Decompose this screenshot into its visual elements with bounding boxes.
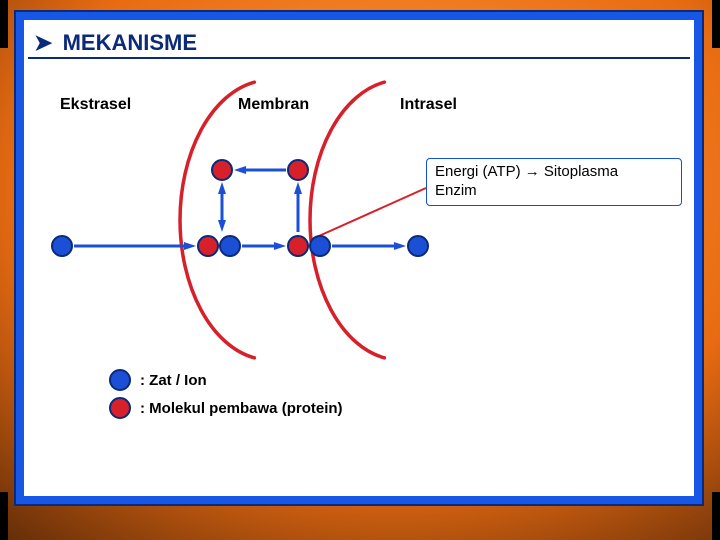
- dot-blue_int: [408, 236, 428, 256]
- legend-row-blue: : Zat / Ion: [110, 370, 207, 390]
- legend-dot-blue: [110, 370, 130, 390]
- legend-label-blue: : Zat / Ion: [140, 372, 207, 389]
- dot-blue_ext: [52, 236, 72, 256]
- legend-dot-red: [110, 398, 130, 418]
- dot-red_midR: [288, 236, 308, 256]
- membrane-arc-2: [310, 82, 384, 358]
- dot-blue_midL: [220, 236, 240, 256]
- dot-red_upL: [212, 160, 232, 180]
- legend-row-red: : Molekul pembawa (protein): [110, 398, 343, 418]
- stage: ➤ MEKANISME Ekstrasel Membran Intrasel E…: [0, 0, 720, 540]
- dot-red_upR: [288, 160, 308, 180]
- dot-blue_midR: [310, 236, 330, 256]
- membrane-arc-1: [180, 82, 254, 358]
- dot-red_midL: [198, 236, 218, 256]
- arrow-a_mid_to_int: [332, 242, 406, 250]
- arrow-a_upL_down: [218, 182, 226, 232]
- callout-leader-line: [310, 188, 426, 240]
- legend-label-red: : Molekul pembawa (protein): [140, 400, 343, 417]
- arrow-a_upR_up: [294, 182, 302, 232]
- arrow-a_up_across: [234, 166, 286, 174]
- arrow-a_mid_to_mid: [242, 242, 286, 250]
- arrow-a_ext_to_mid: [74, 242, 196, 250]
- diagram-svg: : Zat / Ion : Molekul pembawa (protein): [0, 0, 720, 540]
